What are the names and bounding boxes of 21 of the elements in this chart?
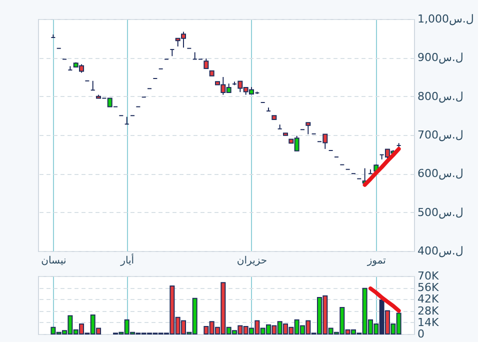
y-tick-label: 1,000ل.س bbox=[418, 12, 474, 26]
y-tick-label: 800ل.س bbox=[418, 90, 464, 103]
y-tick-label: 14K bbox=[418, 316, 440, 329]
y-tick-label: 900ل.س bbox=[418, 51, 464, 64]
y-tick-label: 600ل.س bbox=[418, 167, 464, 180]
y-tick-label: 42K bbox=[418, 292, 440, 306]
y-tick-label: 700ل.س bbox=[418, 128, 464, 142]
x-tick-label: حزيران bbox=[236, 256, 268, 266]
x-tick-label: نيسان bbox=[41, 256, 66, 266]
y-tick-label: 70K bbox=[418, 270, 440, 282]
y-tick-label: 400ل.س bbox=[418, 244, 464, 258]
x-tick-label: أيار bbox=[120, 254, 134, 266]
y-tick-label: 56K bbox=[418, 281, 440, 294]
y-tick-label: 0 bbox=[418, 328, 424, 340]
candlestick bbox=[306, 122, 311, 135]
line-series bbox=[368, 286, 401, 313]
y-tick-label: 28K bbox=[418, 304, 440, 318]
y-tick-label: 500ل.س bbox=[418, 206, 464, 219]
line-series bbox=[362, 146, 401, 187]
candlestick bbox=[204, 58, 209, 69]
x-tick-label: تموز bbox=[366, 256, 386, 266]
